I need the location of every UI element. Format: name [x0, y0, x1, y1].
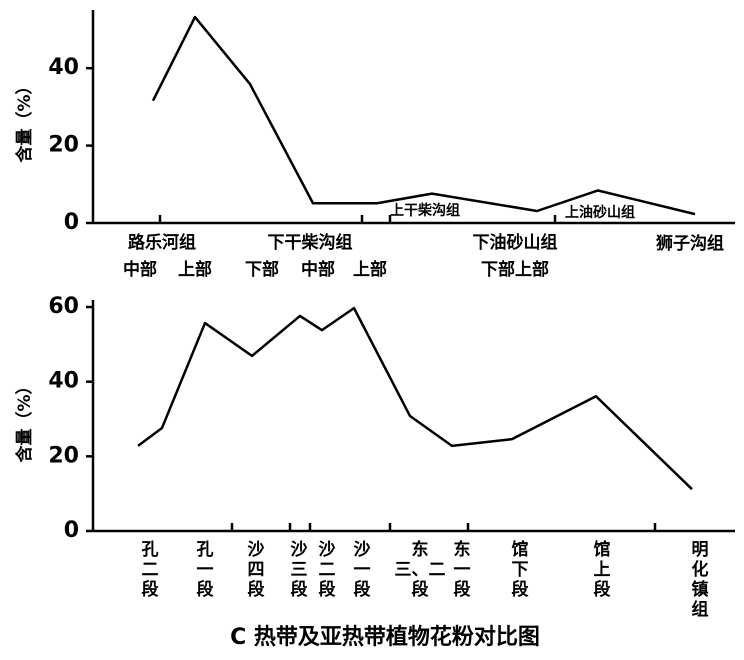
- data-line: [151, 15, 696, 216]
- x-tick-label: 中部: [301, 259, 335, 280]
- x-tick-label: 上部: [178, 259, 212, 280]
- x-tick-label: 孔一段: [197, 540, 214, 600]
- y-tick-label: 0: [64, 518, 79, 543]
- group-label: 上油砂山组: [565, 204, 635, 221]
- y-tick-label: 60: [48, 294, 79, 319]
- y-tick-label: 0: [64, 210, 79, 235]
- x-tick-label: 沙二段: [319, 540, 336, 600]
- y-tick-label: 20: [48, 443, 79, 468]
- group-label: 下干柴沟组: [268, 232, 353, 253]
- y-tick-label: 40: [48, 55, 79, 80]
- y-tick-label: 40: [48, 369, 79, 394]
- x-tick-label: 馆上段: [594, 539, 611, 600]
- data-line: [137, 306, 693, 491]
- group-label: 路乐河组: [128, 232, 196, 253]
- x-tick-label: 东一段: [454, 539, 471, 600]
- x-tick-label: 下部上部: [481, 259, 549, 280]
- caption: C 热带及亚热带植物花粉对比图: [230, 624, 540, 650]
- x-tick-label: 中部: [123, 259, 157, 280]
- y-tick-label: 20: [48, 133, 79, 158]
- x-tick-label: 明化镇组: [692, 540, 709, 620]
- x-tick-label: 东三、二段: [395, 539, 446, 600]
- x-tick-label: 沙三段: [291, 540, 308, 600]
- y-axis-label: 含量（%）: [14, 77, 35, 162]
- y-axis-label: 含量（%）: [14, 377, 35, 462]
- x-tick-label: 沙四段: [248, 540, 265, 600]
- x-tick-label: 下部: [245, 259, 279, 280]
- x-tick-label: 孔二段: [142, 540, 159, 600]
- x-tick-label: 馆下段: [512, 539, 529, 600]
- group-label: 下油砂山组: [473, 232, 558, 253]
- group-label: 狮子沟组: [655, 233, 724, 254]
- group-label: 上干柴沟组: [390, 202, 460, 219]
- x-tick-label: 沙一段: [354, 540, 371, 600]
- x-tick-label: 上部: [353, 259, 387, 280]
